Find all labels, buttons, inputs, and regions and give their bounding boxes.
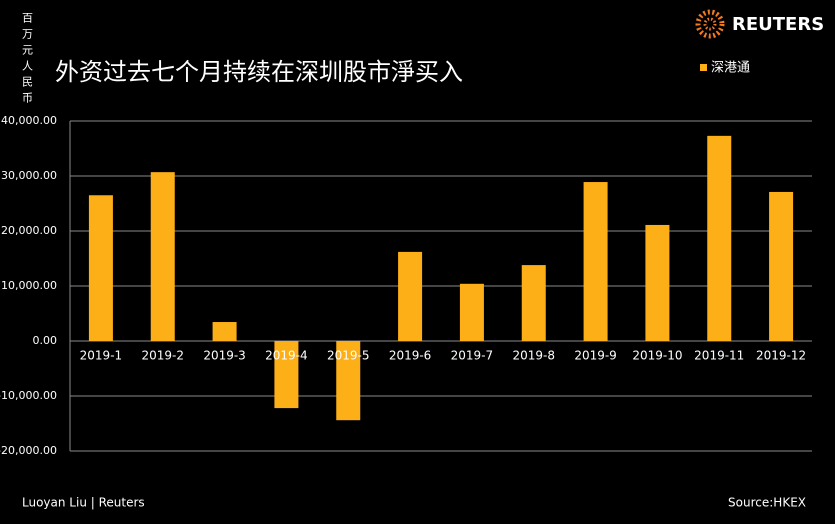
bar xyxy=(459,283,484,341)
bar xyxy=(521,265,546,341)
chart-title: 外资过去七个月持续在深圳股市淨买入 xyxy=(55,58,463,86)
legend-label: 深港通 xyxy=(711,61,750,76)
bar xyxy=(769,191,794,341)
x-tick-label: 2019-12 xyxy=(756,349,806,363)
logo-mark xyxy=(695,9,725,39)
y-tick-label: -10,000.00 xyxy=(0,389,57,402)
bar xyxy=(645,224,670,341)
y-tick-label: 30,000.00 xyxy=(1,169,57,182)
x-tick-label: 2019-6 xyxy=(389,349,432,363)
bar xyxy=(88,195,113,341)
x-tick-label: 2019-11 xyxy=(694,349,744,363)
y-tick-label: 40,000.00 xyxy=(1,114,57,127)
x-tick-label: 2019-5 xyxy=(327,349,370,363)
legend-swatch xyxy=(700,64,707,71)
bar xyxy=(150,172,175,341)
credit: Luoyan Liu | Reuters xyxy=(22,496,145,510)
x-tick-label: 2019-10 xyxy=(632,349,682,363)
logo xyxy=(695,9,725,39)
x-tick-label: 2019-4 xyxy=(265,349,308,363)
y-tick-label: 0.00 xyxy=(33,334,58,347)
bar xyxy=(336,341,361,421)
x-tick-label: 2019-8 xyxy=(512,349,555,363)
y-tick-label: -20,000.00 xyxy=(0,444,57,457)
y-tick-label: 10,000.00 xyxy=(1,279,57,292)
x-tick-label: 2019-7 xyxy=(451,349,494,363)
bar xyxy=(212,322,237,341)
bar xyxy=(707,135,732,341)
bar xyxy=(274,341,299,409)
x-tick-label: 2019-2 xyxy=(141,349,184,363)
y-axis-label: 百万元人民币 xyxy=(21,12,34,108)
brand: REUTERS xyxy=(732,14,824,35)
x-tick-label: 2019-9 xyxy=(574,349,617,363)
logo-mark-inner xyxy=(703,17,717,31)
x-tick-label: 2019-1 xyxy=(80,349,123,363)
y-tick-label: 20,000.00 xyxy=(1,224,57,237)
bar xyxy=(583,182,608,341)
source: Source:HKEX xyxy=(728,496,806,510)
x-tick-label: 2019-3 xyxy=(203,349,246,363)
bar xyxy=(398,251,423,341)
